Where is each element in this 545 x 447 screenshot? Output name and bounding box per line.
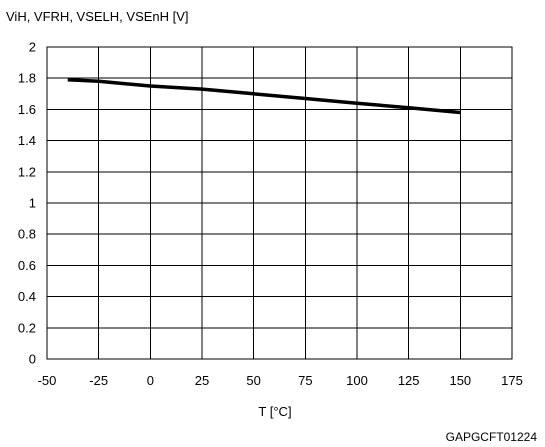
y-tick-label: 0.6 — [18, 258, 36, 273]
x-tick-label: 150 — [449, 373, 471, 388]
x-tick-label: -25 — [89, 373, 108, 388]
x-axis-title: T [°C] — [258, 404, 291, 419]
x-tick-labels: -50 -25 0 25 50 75 100 125 150 175 — [38, 373, 523, 388]
x-tick-label: 75 — [298, 373, 312, 388]
y-tick-labels: 0 0.2 0.4 0.6 0.8 1 1.2 1.4 1.6 1.8 2 — [18, 40, 36, 367]
series-line — [67, 78, 461, 115]
x-tick-label: 125 — [398, 373, 420, 388]
y-tick-label: 2 — [29, 40, 36, 55]
y-tick-label: 1.4 — [18, 133, 36, 148]
x-tick-label: 100 — [346, 373, 368, 388]
y-tick-label: 1.8 — [18, 71, 36, 86]
x-tick-label: 50 — [246, 373, 260, 388]
y-tick-label: 1.2 — [18, 164, 36, 179]
y-tick-label: 0 — [29, 352, 36, 367]
x-tick-label: 175 — [501, 373, 523, 388]
grid — [46, 46, 513, 360]
x-tick-label: -50 — [38, 373, 57, 388]
y-tick-label: 0.4 — [18, 289, 36, 304]
y-tick-label: 1 — [29, 196, 36, 211]
figure-code: GAPGCFT01224 — [446, 430, 538, 444]
y-tick-label: 0.2 — [18, 320, 36, 335]
y-axis-title: ViH, VFRH, VSELH, VSEnH [V] — [6, 9, 189, 24]
plot-frame — [46, 46, 513, 360]
x-tick-label: 0 — [147, 373, 154, 388]
series-layer — [67, 78, 461, 115]
x-tick-label: 25 — [195, 373, 209, 388]
y-tick-label: 1.6 — [18, 102, 36, 117]
y-tick-label: 0.8 — [18, 227, 36, 242]
